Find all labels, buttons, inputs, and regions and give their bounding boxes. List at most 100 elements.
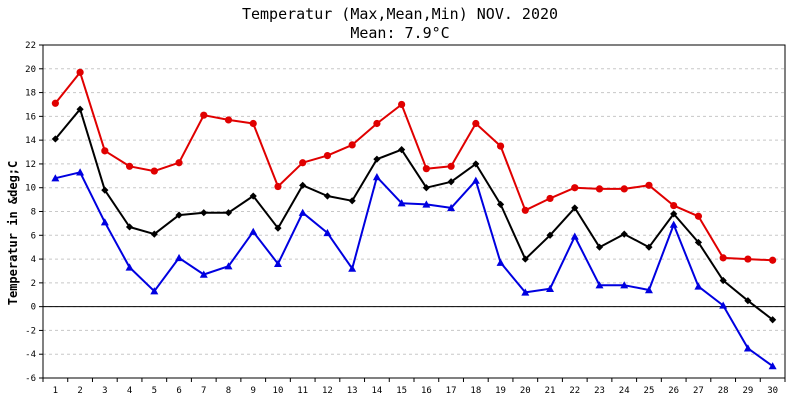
- data-point-max: [299, 159, 307, 167]
- y-tick-label: -2: [25, 326, 36, 336]
- y-tick-label: 6: [31, 231, 36, 241]
- data-point-mean: [200, 209, 208, 217]
- y-tick-label: -4: [25, 350, 36, 360]
- data-point-min: [719, 301, 728, 309]
- data-point-min: [644, 285, 653, 294]
- x-tick-label: 21: [545, 386, 556, 396]
- x-tick-label: 7: [201, 386, 206, 396]
- plot-frame: [42, 44, 786, 379]
- data-point-max: [645, 181, 653, 189]
- data-point-mean: [620, 230, 628, 238]
- data-point-max: [398, 100, 406, 109]
- y-tick-label: -6: [25, 374, 36, 384]
- data-point-max: [224, 116, 233, 124]
- data-point-max: [769, 256, 777, 264]
- data-point-min: [743, 344, 752, 352]
- x-tick-label: 22: [569, 386, 580, 396]
- x-tick-label: 1: [53, 386, 58, 396]
- data-point-max: [51, 99, 59, 107]
- data-point-max: [521, 206, 529, 214]
- x-tick-label: 25: [644, 386, 655, 396]
- data-point-min: [175, 253, 184, 262]
- data-point-mean: [496, 200, 505, 208]
- data-point-min: [570, 232, 579, 240]
- data-point-min: [125, 263, 134, 271]
- x-tick-label: 9: [251, 386, 256, 396]
- y-tick-label: 14: [25, 136, 36, 146]
- data-point-min: [224, 262, 233, 270]
- data-point-mean: [51, 135, 59, 143]
- data-point-min: [496, 258, 505, 266]
- data-point-max: [719, 254, 727, 262]
- data-point-min: [150, 287, 159, 295]
- data-point-min: [768, 362, 777, 370]
- x-tick-label: 23: [594, 386, 605, 396]
- data-point-min: [694, 282, 703, 290]
- data-point-mean: [571, 204, 579, 212]
- x-tick-label: 24: [619, 386, 630, 396]
- data-point-max: [150, 167, 158, 175]
- data-point-mean: [472, 160, 480, 168]
- y-tick-label: 12: [25, 160, 36, 170]
- x-tick-label: 13: [347, 386, 358, 396]
- data-point-min: [422, 200, 431, 208]
- data-point-max: [546, 194, 554, 203]
- data-point-min: [471, 176, 480, 184]
- y-tick-label: 22: [25, 41, 36, 51]
- series-line-max: [54, 71, 773, 262]
- x-tick-label: 5: [152, 386, 157, 396]
- data-point-mean: [719, 276, 727, 285]
- data-point-min: [199, 270, 208, 278]
- x-tick-label: 16: [421, 386, 432, 396]
- data-point-max: [422, 165, 430, 173]
- series-mean: [51, 105, 777, 324]
- data-point-max: [274, 182, 282, 191]
- data-point-mean: [769, 316, 777, 324]
- x-tick-label: 3: [102, 386, 107, 396]
- chart-subtitle: Mean: 7.9°C: [350, 24, 449, 42]
- data-point-max: [595, 185, 604, 193]
- data-point-min: [620, 281, 629, 289]
- data-point-mean: [125, 223, 134, 231]
- x-tick-label: 6: [176, 386, 181, 396]
- x-tick-label: 2: [77, 386, 82, 396]
- data-point-mean: [670, 210, 678, 218]
- data-point-min: [100, 218, 109, 226]
- x-tick-label: 15: [396, 386, 407, 396]
- data-point-min: [323, 228, 332, 237]
- data-point-mean: [323, 192, 332, 200]
- x-tick-label: 28: [718, 386, 729, 396]
- data-point-min: [273, 259, 282, 268]
- data-point-min: [521, 288, 530, 296]
- data-point-mean: [373, 155, 381, 163]
- series-max: [51, 68, 777, 264]
- x-tick-label: 11: [297, 386, 308, 396]
- data-point-mean: [546, 231, 554, 239]
- series-line-mean: [54, 108, 774, 321]
- data-point-min: [249, 227, 258, 235]
- x-tick-label: 26: [668, 386, 679, 396]
- data-point-mean: [521, 255, 529, 263]
- data-point-max: [447, 162, 455, 170]
- data-point-max: [744, 255, 752, 263]
- data-point-max: [76, 68, 84, 76]
- data-point-mean: [224, 209, 233, 217]
- y-tick-label: 0: [31, 303, 36, 313]
- y-tick-label: 2: [31, 279, 36, 289]
- series-line-min: [55, 171, 774, 367]
- data-point-max: [571, 184, 579, 192]
- data-point-min: [348, 264, 357, 272]
- data-point-max: [694, 212, 703, 220]
- data-point-max: [323, 152, 332, 160]
- x-tick-label: 4: [127, 386, 132, 396]
- x-tick-label: 19: [495, 386, 506, 396]
- chart-title: Temperatur (Max,Mean,Min) NOV. 2020: [242, 5, 558, 23]
- data-point-mean: [348, 197, 356, 205]
- data-point-max: [249, 119, 257, 128]
- data-point-min: [372, 173, 381, 181]
- data-point-min: [669, 220, 678, 228]
- data-point-max: [472, 119, 480, 128]
- data-point-max: [175, 159, 183, 167]
